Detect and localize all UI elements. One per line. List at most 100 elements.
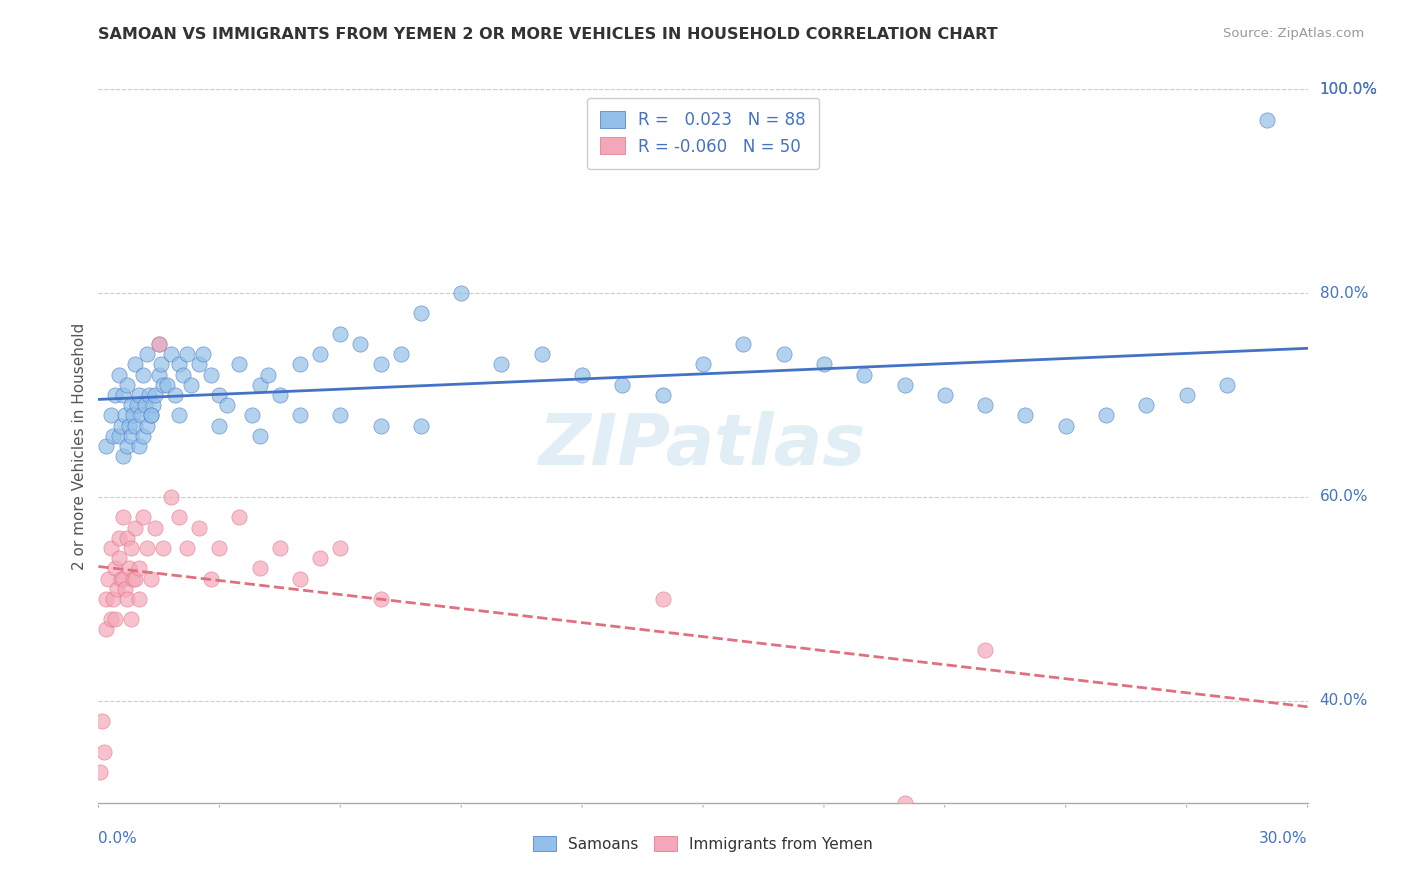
Point (111, 449, 134, 463)
Point (893, 377, 915, 392)
Point (135, 418, 157, 433)
Point (128, 561, 150, 575)
Point (138, 388, 160, 402)
Point (132, 510, 155, 524)
Point (269, 541, 291, 555)
Point (200, 572, 222, 586)
Point (228, 358, 250, 372)
Point (692, 358, 714, 372)
Point (120, 612, 142, 626)
Point (176, 541, 198, 555)
Point (111, 510, 134, 524)
Point (120, 541, 142, 555)
Point (103, 388, 125, 402)
Point (160, 490, 183, 504)
Point (135, 541, 157, 555)
Point (120, 429, 142, 443)
Point (329, 409, 352, 423)
Point (1175, 388, 1198, 402)
Point (288, 409, 311, 423)
Point (124, 572, 146, 586)
Point (121, 572, 143, 586)
Point (409, 418, 432, 433)
Point (118, 418, 141, 433)
Point (450, 286, 472, 301)
Point (309, 347, 332, 361)
Point (974, 643, 997, 657)
Point (370, 418, 392, 433)
Point (105, 582, 128, 596)
Point (409, 306, 432, 320)
Point (115, 439, 138, 453)
Point (208, 388, 231, 402)
Point (132, 429, 155, 443)
Point (256, 368, 278, 382)
Text: 60.0%: 60.0% (1320, 490, 1368, 505)
Point (974, 398, 997, 412)
Point (118, 561, 141, 575)
Point (134, 398, 156, 412)
Point (193, 347, 215, 361)
Point (160, 347, 183, 361)
Point (167, 510, 190, 524)
Point (132, 368, 155, 382)
Point (156, 377, 179, 392)
Point (1216, 377, 1239, 392)
Point (200, 368, 222, 382)
Point (107, 531, 129, 545)
Point (1014, 409, 1036, 423)
Point (107, 368, 129, 382)
Point (91, 714, 114, 729)
Point (142, 398, 165, 412)
Point (813, 358, 835, 372)
Point (148, 368, 170, 382)
Point (1256, 112, 1278, 127)
Point (124, 520, 146, 534)
Point (110, 418, 132, 433)
Point (249, 561, 271, 575)
Point (107, 429, 129, 443)
Point (107, 551, 129, 566)
Point (100, 409, 122, 423)
Point (129, 409, 152, 423)
Point (128, 439, 150, 453)
Point (139, 572, 162, 586)
Text: 100.0%: 100.0% (1320, 82, 1378, 96)
Point (101, 591, 124, 606)
Point (269, 388, 291, 402)
Point (180, 377, 202, 392)
Point (651, 591, 673, 606)
Point (110, 572, 132, 586)
Point (93, 745, 115, 759)
Point (139, 409, 162, 423)
Point (101, 429, 124, 443)
Point (188, 358, 211, 372)
Point (128, 591, 150, 606)
Point (934, 388, 956, 402)
Point (893, 796, 915, 810)
Point (1054, 418, 1077, 433)
Point (172, 368, 194, 382)
Point (217, 398, 239, 412)
Point (176, 347, 198, 361)
Point (370, 358, 392, 372)
Point (491, 358, 513, 372)
Point (100, 612, 122, 626)
Text: 80.0%: 80.0% (1320, 285, 1368, 301)
Point (208, 541, 231, 555)
Text: 0.0%: 0.0% (98, 831, 138, 847)
Point (208, 418, 231, 433)
Text: 40.0%: 40.0% (1320, 693, 1368, 708)
Point (152, 541, 174, 555)
Point (370, 591, 392, 606)
Point (309, 551, 332, 566)
Point (288, 572, 311, 586)
Point (530, 347, 553, 361)
Point (240, 409, 263, 423)
Point (733, 337, 755, 351)
Point (124, 358, 146, 372)
Point (349, 337, 371, 351)
Text: Source: ZipAtlas.com: Source: ZipAtlas.com (1223, 27, 1364, 40)
Point (188, 520, 211, 534)
Point (1095, 409, 1118, 423)
